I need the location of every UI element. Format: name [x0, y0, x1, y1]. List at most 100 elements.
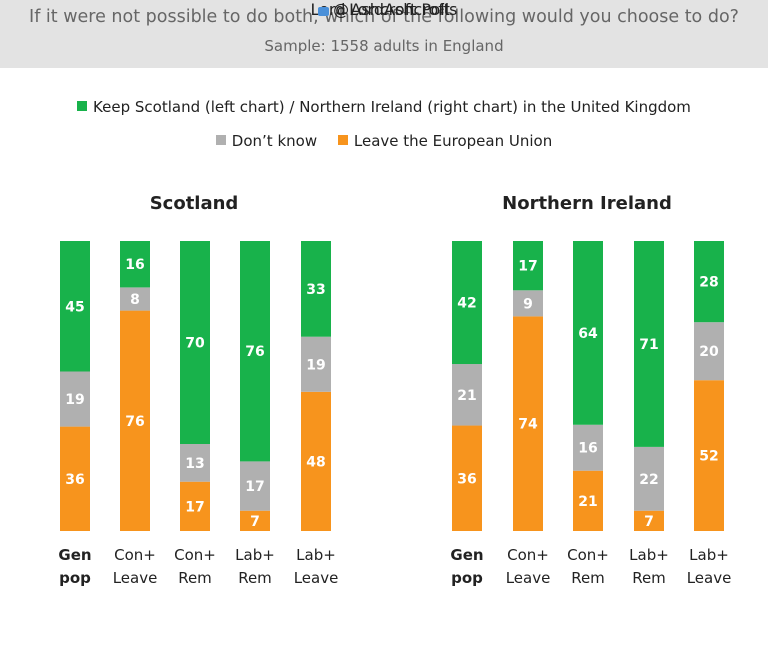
data-label-leave: 74 [518, 417, 538, 433]
data-label-leave: 36 [457, 471, 476, 487]
bar-segment-keep [180, 241, 210, 444]
data-label-keep: 71 [639, 337, 658, 353]
category-label: Con+ [567, 546, 609, 564]
category-label: Leave [113, 569, 158, 587]
data-label-keep: 76 [245, 344, 264, 360]
bar-segment-dontknow [180, 444, 210, 482]
bar-segment-dontknow [120, 287, 150, 311]
bar-segment-leave [513, 316, 543, 531]
bar-segment-leave [180, 481, 210, 531]
data-label-dontknow: 17 [245, 479, 264, 495]
bar-segment-leave [301, 391, 331, 531]
bar-segment-keep [694, 241, 724, 323]
category-label: pop [59, 569, 91, 587]
category-label: Leave [687, 569, 732, 587]
legend-swatch-dontknow [215, 135, 226, 145]
data-label-leave: 17 [185, 499, 204, 515]
category-label: Gen [450, 546, 483, 564]
legend-label-dontknow: Don’t know [231, 132, 318, 150]
sample-subtitle: Sample: 1558 adults in England [264, 37, 504, 55]
data-label-keep: 42 [457, 296, 476, 312]
category-label: Rem [571, 569, 605, 587]
data-label-keep: 45 [65, 299, 84, 315]
legend-label-keep: Keep Scotland (left chart) / Northern Ir… [93, 98, 691, 116]
category-label: Gen [58, 546, 91, 564]
category-label: Leave [294, 569, 339, 587]
data-label-leave: 76 [125, 414, 144, 430]
bar-segment-keep [120, 241, 150, 288]
footer-handle: @LordAshcroft [0, 0, 768, 19]
chart-header: If it were not possible to do both, whic… [0, 0, 768, 68]
bar-segment-dontknow [573, 424, 603, 471]
data-label-dontknow: 19 [306, 357, 325, 373]
bar-segment-dontknow [301, 336, 331, 392]
data-label-dontknow: 9 [523, 296, 533, 312]
bar-segment-keep [301, 241, 331, 337]
data-label-leave: 7 [250, 514, 260, 530]
data-label-dontknow: 13 [185, 456, 204, 472]
data-label-keep: 16 [125, 257, 144, 273]
data-label-dontknow: 21 [457, 388, 476, 404]
bar-segment-leave [240, 510, 270, 531]
legend-label-leave: Leave the European Union [353, 132, 553, 150]
category-label: Con+ [114, 546, 156, 564]
legend-swatch-keep [77, 101, 88, 111]
bar-segment-leave [634, 510, 664, 531]
data-label-keep: 17 [518, 259, 537, 275]
legend-row-2: Don’t know Leave the European Union [0, 132, 768, 150]
bar-segment-leave [452, 425, 482, 531]
bar-segment-keep [573, 241, 603, 425]
category-label: Leave [506, 569, 551, 587]
data-label-keep: 33 [306, 282, 325, 298]
question-title: If it were not possible to do both, whic… [29, 7, 739, 27]
data-label-dontknow: 16 [578, 441, 597, 457]
bar-segment-leave [694, 380, 724, 531]
data-label-leave: 36 [65, 472, 84, 488]
legend-swatch-leave [337, 135, 348, 145]
bar-segment-keep [513, 241, 543, 291]
bar-segment-leave [60, 426, 90, 531]
category-label: Lab+ [235, 546, 275, 564]
data-label-leave: 21 [578, 494, 597, 510]
bar-segment-dontknow [634, 446, 664, 511]
legend-item-leave: Leave the European Union [337, 132, 553, 150]
bar-segment-leave [573, 470, 603, 531]
category-label: Con+ [507, 546, 549, 564]
category-label: pop [451, 569, 483, 587]
category-label: Lab+ [296, 546, 336, 564]
bar-segment-dontknow [513, 290, 543, 317]
category-label: Rem [238, 569, 272, 587]
bar-segment-keep [240, 241, 270, 462]
category-label: Lab+ [629, 546, 669, 564]
category-label: Rem [178, 569, 212, 587]
panel-title-northern-ireland: Northern Ireland [502, 193, 672, 214]
stacked-bar-charts: 36 19 45 Gen pop 76 8 16 Con+ Leave 17 13 70 Con+ Rem 7… [58, 241, 732, 587]
bar-segment-dontknow [240, 461, 270, 511]
data-label-keep: 70 [185, 336, 205, 352]
bar-segment-keep [452, 241, 482, 365]
footer-handle-text: @LordAshcroft [333, 0, 450, 19]
category-label: Con+ [174, 546, 216, 564]
bar-segment-leave [120, 310, 150, 531]
data-label-keep: 64 [578, 326, 598, 342]
bar-segment-dontknow [60, 371, 90, 427]
data-label-dontknow: 22 [639, 472, 658, 488]
legend-item-dontknow: Don’t know [215, 132, 318, 150]
data-label-leave: 7 [644, 514, 654, 530]
twitter-icon [318, 7, 330, 16]
data-label-dontknow: 19 [65, 392, 84, 408]
footer-brand: Lord Ashcroft Polls [310, 0, 458, 19]
bar-segment-dontknow [694, 322, 724, 381]
bar-segment-keep [634, 241, 664, 447]
panel-title-scotland: Scotland [149, 193, 239, 214]
category-label: Rem [632, 569, 666, 587]
data-label-keep: 28 [699, 275, 718, 291]
data-label-dontknow: 20 [699, 344, 719, 360]
bar-segment-keep [60, 241, 90, 372]
legend-row-1: Keep Scotland (left chart) / Northern Ir… [0, 98, 768, 116]
data-label-leave: 52 [699, 449, 718, 465]
legend-item-keep: Keep Scotland (left chart) / Northern Ir… [77, 98, 691, 116]
bar-segment-dontknow [452, 364, 482, 426]
category-label: Lab+ [689, 546, 729, 564]
data-label-leave: 48 [306, 454, 325, 470]
